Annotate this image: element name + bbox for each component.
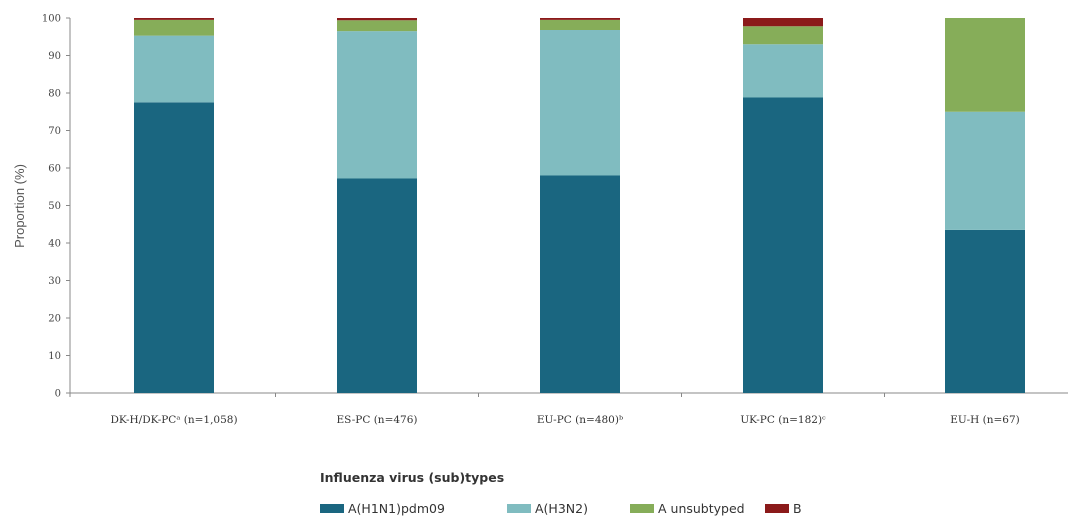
bar-segment-a-h3n2--2 <box>337 31 417 179</box>
y-tick-label: 90 <box>48 51 61 62</box>
legend-title: Influenza virus (sub)types <box>320 470 504 485</box>
y-tick-label: 40 <box>48 239 61 250</box>
x-category-label: EU-H (n=67) <box>950 414 1020 426</box>
bar-segment-a-h1n1-pdm09-5 <box>945 229 1025 393</box>
bar-segment-a-unsubtyped-3 <box>540 19 620 30</box>
bar-segment-a-h1n1-pdm09-3 <box>540 175 620 393</box>
bar-segment-b-2 <box>337 18 417 21</box>
x-category-label: DK-H/DK-PCᵃ (n=1,058) <box>110 414 237 426</box>
x-category-label: EU-PC (n=480)ᵇ <box>537 414 623 426</box>
bar-segment-a-h3n2--1 <box>134 35 214 103</box>
bar-segment-a-unsubtyped-2 <box>337 20 417 32</box>
y-tick-label: 20 <box>48 314 61 325</box>
bar-segment-b-1 <box>134 18 214 20</box>
bar-segment-a-h1n1-pdm09-4 <box>743 97 823 393</box>
legend-label: A(H1N1)pdm09 <box>348 501 445 516</box>
bar-segment-a-unsubtyped-1 <box>134 19 214 36</box>
x-category-label: UK-PC (n=182)ᶜ <box>740 414 826 426</box>
y-tick-label: 100 <box>42 14 61 25</box>
x-category-label: ES-PC (n=476) <box>336 414 417 426</box>
legend-swatch <box>630 504 654 513</box>
legend-label: A(H3N2) <box>535 501 588 516</box>
plot-area: 0 10 20 30 40 50 60 70 80 90 100 DK-H/DK-PCᵃ (n=1,0… <box>42 14 1068 426</box>
y-tick-label: 0 <box>55 389 61 400</box>
bar-segment-b-3 <box>540 18 620 20</box>
bar-segment-b-4 <box>743 18 823 27</box>
legend-swatch <box>765 504 789 513</box>
y-tick-label: 50 <box>48 201 61 212</box>
bar-segment-a-h1n1-pdm09-1 <box>134 102 214 393</box>
y-tick-label: 60 <box>48 164 61 175</box>
y-tick-label: 10 <box>48 351 61 362</box>
y-tick-label: 70 <box>48 126 61 137</box>
legend-label: A unsubtyped <box>658 501 745 516</box>
bar-segment-a-unsubtyped-4 <box>743 26 823 45</box>
y-axis-title: Proportion (%) <box>12 164 27 248</box>
bar-segment-a-h1n1-pdm09-2 <box>337 178 417 393</box>
bar-segment-a-h3n2--5 <box>945 111 1025 230</box>
legend-swatch <box>320 504 344 513</box>
bar-segment-a-h3n2--4 <box>743 44 823 98</box>
legend-label: B <box>793 501 802 516</box>
bar-segment-a-unsubtyped-5 <box>945 18 1025 112</box>
legend-swatch <box>507 504 531 513</box>
legend: A(H1N1)pdm09 A(H3N2) A unsubtyped B <box>320 501 802 516</box>
y-tick-label: 80 <box>48 89 61 100</box>
bar-segment-a-h3n2--3 <box>540 30 620 176</box>
y-tick-label: 30 <box>48 276 61 287</box>
